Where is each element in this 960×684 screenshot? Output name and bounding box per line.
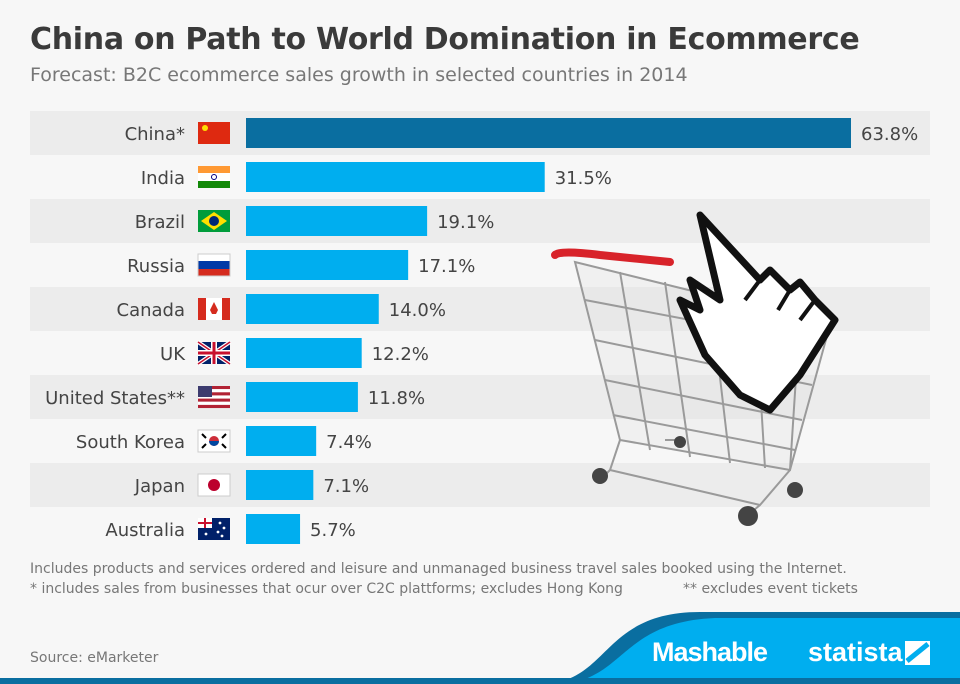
russia-flag-icon bbox=[197, 253, 231, 277]
bar bbox=[246, 118, 851, 148]
footnote-1: Includes products and services ordered a… bbox=[30, 561, 847, 577]
category-label: Australia bbox=[105, 520, 185, 541]
us-flag-icon bbox=[198, 386, 230, 409]
value-label: 17.1% bbox=[418, 256, 475, 277]
category-label: United States** bbox=[45, 388, 185, 409]
value-label: 14.0% bbox=[389, 300, 446, 321]
value-label: 63.8% bbox=[861, 124, 918, 145]
category-label: Russia bbox=[127, 256, 185, 277]
bar bbox=[246, 382, 358, 412]
australia-flag-icon bbox=[198, 518, 230, 540]
category-label: UK bbox=[160, 344, 186, 365]
footnote-3: ** excludes event tickets bbox=[683, 581, 858, 597]
value-label: 7.4% bbox=[326, 432, 372, 453]
category-label: India bbox=[141, 168, 185, 189]
chart-row: India 31.5% bbox=[141, 162, 612, 192]
value-label: 19.1% bbox=[437, 212, 494, 233]
statista-logo: statista bbox=[808, 637, 903, 667]
uk-flag-icon bbox=[196, 340, 232, 366]
bar bbox=[246, 162, 545, 192]
value-label: 7.1% bbox=[323, 476, 369, 497]
bar bbox=[246, 470, 314, 500]
footnote-2: * includes sales from businesses that oc… bbox=[30, 581, 623, 597]
japan-flag-icon bbox=[197, 473, 231, 497]
bar bbox=[246, 514, 301, 544]
chart-title: China on Path to World Domination in Eco… bbox=[30, 22, 860, 57]
category-label: South Korea bbox=[76, 432, 185, 453]
category-label: Japan bbox=[134, 476, 185, 497]
category-label: China* bbox=[125, 124, 185, 145]
shopping-cart-illustration bbox=[551, 211, 839, 526]
chart-subtitle: Forecast: B2C ecommerce sales growth in … bbox=[30, 64, 688, 86]
bar bbox=[246, 250, 409, 280]
bar bbox=[246, 206, 428, 236]
chart-row: China* 63.8% bbox=[30, 111, 930, 155]
chart-row: South Korea 7.4% bbox=[76, 426, 372, 456]
bar bbox=[246, 426, 317, 456]
value-label: 12.2% bbox=[372, 344, 429, 365]
value-label: 31.5% bbox=[555, 168, 612, 189]
bar bbox=[246, 338, 362, 368]
chart-row: Russia 17.1% bbox=[127, 250, 475, 280]
category-label: Canada bbox=[117, 300, 186, 321]
source-label: Source: eMarketer bbox=[30, 650, 159, 666]
brazil-flag-icon bbox=[198, 210, 230, 232]
chart-row: Brazil 19.1% bbox=[30, 199, 930, 243]
chart-row: Australia 5.7% bbox=[105, 514, 356, 544]
chart-row: Japan 7.1% bbox=[30, 463, 930, 507]
chart-row: UK 12.2% bbox=[160, 338, 429, 368]
china-flag-icon bbox=[198, 122, 230, 144]
value-label: 11.8% bbox=[368, 388, 425, 409]
category-label: Brazil bbox=[135, 212, 185, 233]
south-korea-flag-icon bbox=[197, 429, 231, 453]
bar bbox=[246, 294, 379, 324]
india-flag-icon bbox=[198, 166, 230, 188]
row-stripe bbox=[30, 463, 930, 507]
mashable-logo: Mashable bbox=[652, 637, 768, 667]
row-stripe bbox=[30, 199, 930, 243]
value-label: 5.7% bbox=[310, 520, 356, 541]
canada-flag-icon bbox=[198, 298, 230, 320]
